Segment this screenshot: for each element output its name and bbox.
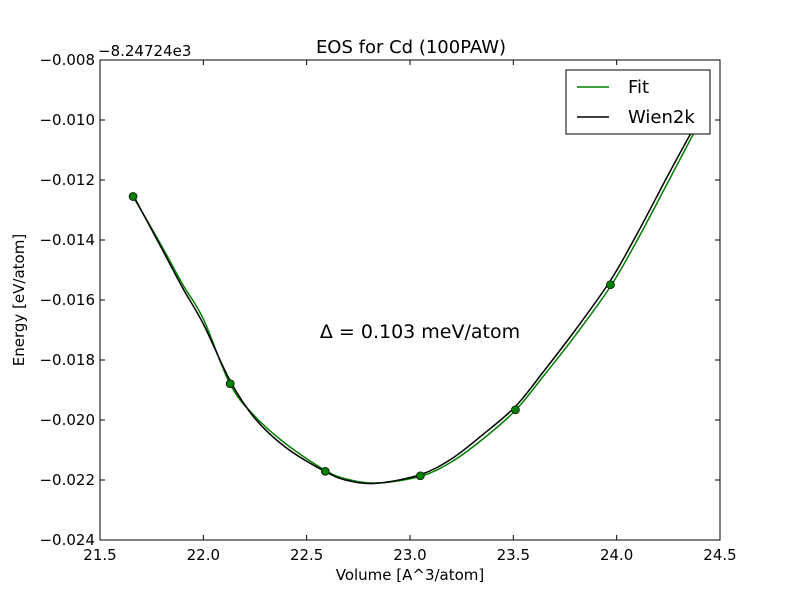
legend-label-wien2k: Wien2k <box>628 107 695 128</box>
legend-box <box>565 69 711 135</box>
series-line-wien2k <box>132 128 694 485</box>
y-tick-label: −0.020 <box>39 411 95 429</box>
y-tick-label: −0.024 <box>39 531 95 549</box>
y-tick-label: −0.016 <box>39 291 95 309</box>
y-tick-label: −0.022 <box>39 471 95 489</box>
y-offset-label: −8.24724e3 <box>98 42 191 60</box>
y-tick-label: −0.014 <box>39 231 95 249</box>
data-points <box>128 192 615 481</box>
y-tick-label: −0.018 <box>39 351 95 369</box>
series-line-fit <box>132 130 696 484</box>
x-tick-label: 21.5 <box>83 546 116 564</box>
data-point <box>415 471 425 481</box>
x-tick-label: 24.5 <box>703 546 736 564</box>
x-tick-label: 22.0 <box>187 546 220 564</box>
x-axis-label: Volume [A^3/atom] <box>336 566 485 584</box>
data-point <box>320 466 330 476</box>
series-curves <box>132 128 696 485</box>
data-point <box>606 280 615 290</box>
y-tick-label: −0.010 <box>39 111 95 129</box>
x-tick-label: 24.0 <box>600 546 633 564</box>
data-point <box>128 192 138 201</box>
legend: Fit Wien2k <box>565 69 711 135</box>
legend-label-fit: Fit <box>628 77 649 98</box>
axis-ticks: 21.5 22.0 22.5 23.0 23.5 24.0 24.5 −0.024 −0.022… <box>39 51 736 564</box>
data-point <box>225 379 235 389</box>
data-point <box>511 405 520 415</box>
x-tick-label: 23.5 <box>497 546 530 564</box>
delta-annotation: Δ = 0.103 meV/atom <box>320 321 520 343</box>
x-tick-label: 22.5 <box>290 546 323 564</box>
chart-title: EOS for Cd (100PAW) <box>316 37 506 58</box>
y-axis-label: Energy [eV/atom] <box>10 234 28 366</box>
y-tick-label: −0.008 <box>39 51 95 69</box>
y-tick-label: −0.012 <box>39 171 95 189</box>
x-tick-label: 23.0 <box>393 546 426 564</box>
